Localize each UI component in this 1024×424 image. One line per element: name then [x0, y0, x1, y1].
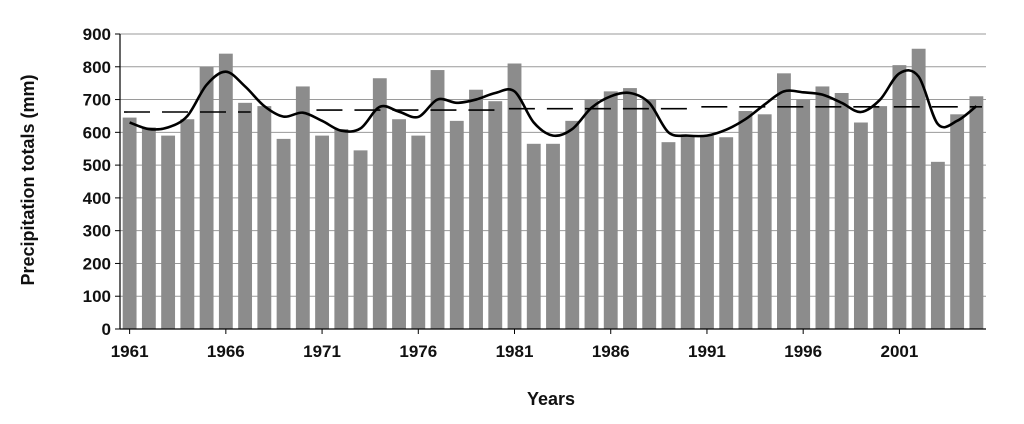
trend-line: [129, 69, 978, 138]
bar-1962: [141, 127, 156, 330]
bar-1977: [430, 70, 445, 330]
y-tick-label-400: 400: [83, 189, 111, 208]
bar-2005: [969, 96, 984, 330]
x-tick-label-1991: 1991: [688, 342, 726, 361]
y-tick-label-500: 500: [83, 156, 111, 175]
bar-1989: [661, 142, 676, 329]
bar-1961: [122, 117, 137, 329]
bar-1982: [526, 143, 541, 329]
bar-1997: [815, 86, 830, 329]
y-tick-label-700: 700: [83, 91, 111, 110]
bar-1974: [372, 78, 387, 329]
bar-1998: [834, 93, 849, 329]
bar-1992: [719, 137, 734, 329]
bar-1983: [546, 143, 560, 329]
y-axis-title: Precipitation totals (mm): [18, 74, 38, 285]
bar-2000: [873, 106, 888, 329]
bar-1963: [161, 135, 176, 329]
bar-1964: [180, 119, 195, 329]
bar-2002: [911, 48, 926, 329]
axes: [115, 33, 986, 334]
trend-line-group: [129, 69, 978, 138]
x-tick-label-1996: 1996: [784, 342, 822, 361]
bar-1990: [680, 135, 695, 329]
x-tick-label-1981: 1981: [496, 342, 534, 361]
y-tick-label-800: 800: [83, 58, 111, 77]
y-tick-label-900: 900: [83, 25, 111, 44]
bar-1986: [603, 91, 618, 329]
y-tick-label-100: 100: [83, 287, 111, 306]
y-tick-label-0: 0: [102, 320, 111, 339]
bar-1967: [238, 102, 253, 329]
bar-1978: [449, 120, 464, 329]
bar-2004: [950, 114, 965, 329]
bar-1979: [469, 89, 483, 329]
x-tick-label-1966: 1966: [207, 342, 245, 361]
bar-1965: [199, 66, 214, 330]
mean-lines: [124, 105, 982, 113]
bar-2001: [892, 65, 907, 329]
bar-1991: [700, 135, 714, 329]
bar-1972: [334, 129, 349, 329]
x-tick-label-1986: 1986: [592, 342, 630, 361]
y-tick-label-600: 600: [83, 123, 111, 142]
bar-2003: [930, 161, 945, 329]
bar-1980: [488, 101, 503, 329]
bar-1984: [565, 120, 580, 329]
bar-1988: [642, 99, 657, 329]
x-tick-label-1961: 1961: [111, 342, 149, 361]
bar-1985: [584, 99, 599, 329]
bars: [122, 48, 984, 330]
bar-1996: [796, 99, 811, 329]
bar-1976: [411, 135, 426, 329]
bar-1969: [276, 138, 291, 329]
bar-1995: [777, 73, 791, 329]
bar-1999: [853, 122, 868, 329]
bar-1987: [623, 88, 637, 329]
bar-1966: [218, 53, 233, 330]
x-tick-label-1971: 1971: [303, 342, 341, 361]
bar-1973: [353, 150, 368, 329]
y-tick-label-200: 200: [83, 254, 111, 273]
bar-1970: [295, 86, 310, 329]
bar-1994: [757, 114, 772, 329]
bar-1968: [257, 106, 272, 329]
x-tick-labels: 1961 1966 1971 1976 1981 1986 1991 1996 2001: [111, 342, 919, 361]
bar-1971: [315, 135, 329, 329]
y-tick-label-300: 300: [83, 222, 111, 241]
x-tick-label-1976: 1976: [399, 342, 437, 361]
x-axis-title: Years: [527, 389, 575, 409]
bar-1975: [392, 119, 406, 329]
bar-1993: [738, 111, 753, 330]
bar-1981: [507, 63, 522, 329]
x-tick-label-2001: 2001: [880, 342, 918, 361]
y-tick-labels: 0 100 200 300 400 500 600 700 800 900: [83, 25, 111, 339]
